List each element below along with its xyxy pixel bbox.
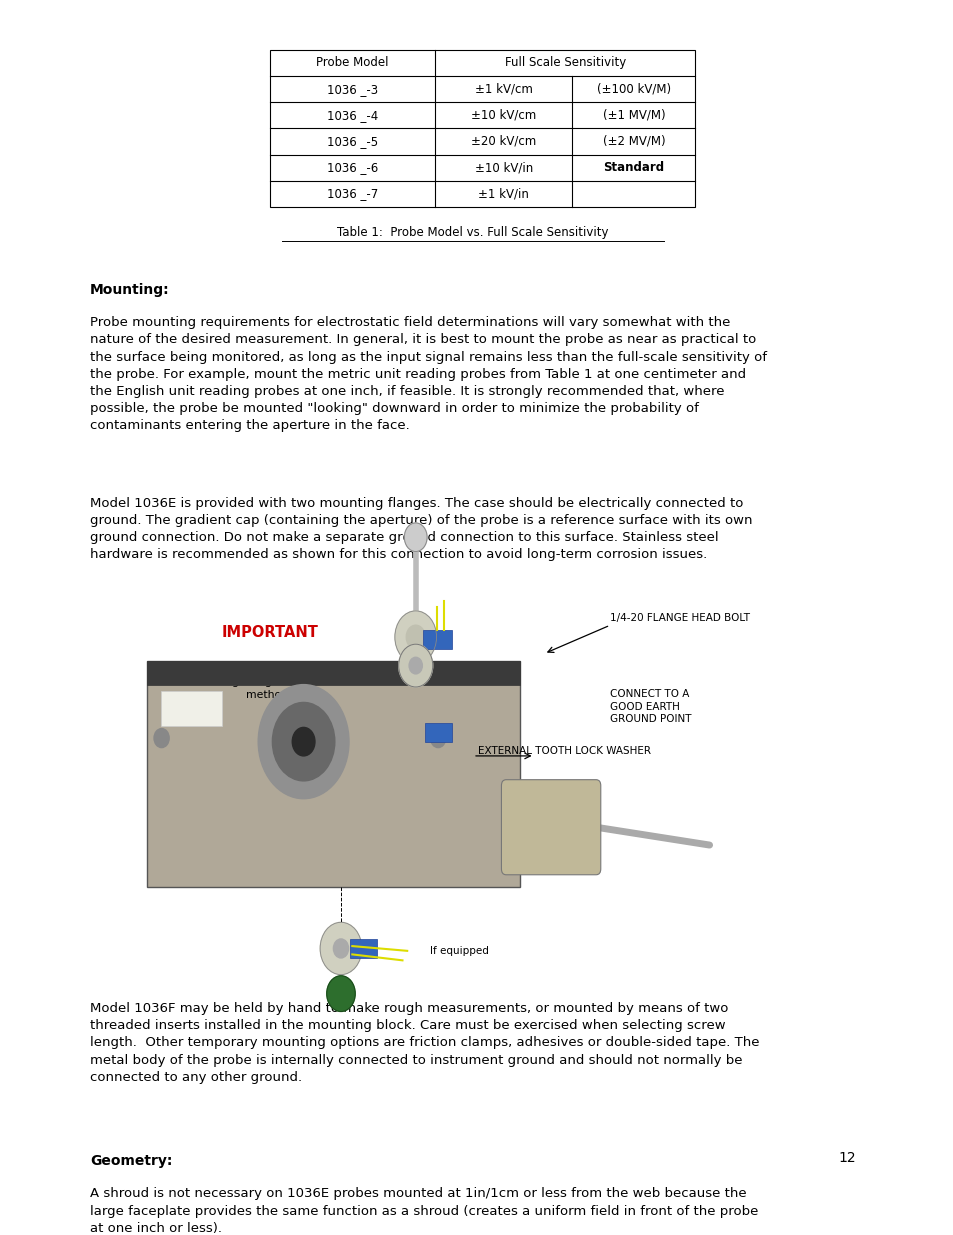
Circle shape [153, 729, 169, 747]
Bar [161, 690, 222, 726]
Circle shape [333, 939, 348, 958]
Text: Probe mounting requirements for electrostatic field determinations will vary som: Probe mounting requirements for electros… [90, 316, 766, 432]
Circle shape [409, 657, 422, 674]
Circle shape [404, 522, 427, 552]
Bar [423, 630, 451, 648]
Text: ±20 kV/cm: ±20 kV/cm [471, 135, 536, 148]
Bar [350, 939, 376, 958]
Circle shape [327, 976, 355, 1011]
Text: EXTERNAL TOOTH LOCK WASHER: EXTERNAL TOOTH LOCK WASHER [477, 746, 650, 756]
Circle shape [395, 611, 436, 663]
Circle shape [273, 703, 335, 781]
Circle shape [258, 684, 349, 799]
FancyBboxPatch shape [501, 779, 600, 874]
Circle shape [430, 729, 445, 747]
Text: (±100 kV/M): (±100 kV/M) [597, 83, 670, 95]
Text: ±1 kV/in: ±1 kV/in [477, 188, 529, 200]
Bar [147, 661, 519, 684]
Text: If equipped: If equipped [430, 946, 489, 956]
Text: Probe Model: Probe Model [315, 57, 388, 69]
Text: 1036 _-5: 1036 _-5 [327, 135, 377, 148]
Text: Full Scale Sensitivity: Full Scale Sensitivity [504, 57, 625, 69]
Circle shape [406, 625, 425, 648]
Circle shape [398, 645, 433, 687]
Text: 12: 12 [838, 1151, 856, 1165]
Text: ±1 kV/cm: ±1 kV/cm [475, 83, 532, 95]
Text: Be sure to ground probe
housing using one of these
methods: Be sure to ground probe housing using on… [195, 664, 343, 700]
Text: Standard: Standard [602, 161, 663, 174]
FancyBboxPatch shape [147, 661, 519, 887]
Text: 1036 _-4: 1036 _-4 [327, 109, 377, 122]
Text: 1036 _-7: 1036 _-7 [327, 188, 377, 200]
Text: Geometry:: Geometry: [90, 1153, 172, 1168]
Text: 1/4-20 FLANGE HEAD BOLT: 1/4-20 FLANGE HEAD BOLT [610, 614, 749, 624]
Text: Table 1:  Probe Model vs. Full Scale Sensitivity: Table 1: Probe Model vs. Full Scale Sens… [337, 226, 608, 238]
Circle shape [320, 923, 361, 974]
Text: ±10 kV/cm: ±10 kV/cm [471, 109, 536, 122]
Text: 1036 _-6: 1036 _-6 [327, 161, 377, 174]
Text: (±2 MV/M): (±2 MV/M) [602, 135, 664, 148]
Bar [425, 722, 451, 742]
Text: Mounting:: Mounting: [90, 283, 170, 296]
Text: Model 1036F may be held by hand to make rough measurements, or mounted by means : Model 1036F may be held by hand to make … [90, 1002, 759, 1084]
Circle shape [292, 727, 314, 756]
Text: ±10 kV/in: ±10 kV/in [475, 161, 533, 174]
Text: 1036 _-3: 1036 _-3 [327, 83, 377, 95]
Text: IMPORTANT: IMPORTANT [221, 625, 317, 640]
Text: Model 1036E is provided with two mounting flanges. The case should be electrical: Model 1036E is provided with two mountin… [90, 496, 752, 562]
Text: CONNECT TO A
GOOD EARTH
GROUND POINT: CONNECT TO A GOOD EARTH GROUND POINT [610, 689, 691, 724]
Text: (±1 MV/M): (±1 MV/M) [602, 109, 664, 122]
Text: A shroud is not necessary on 1036E probes mounted at 1in/1cm or less from the we: A shroud is not necessary on 1036E probe… [90, 1187, 758, 1235]
